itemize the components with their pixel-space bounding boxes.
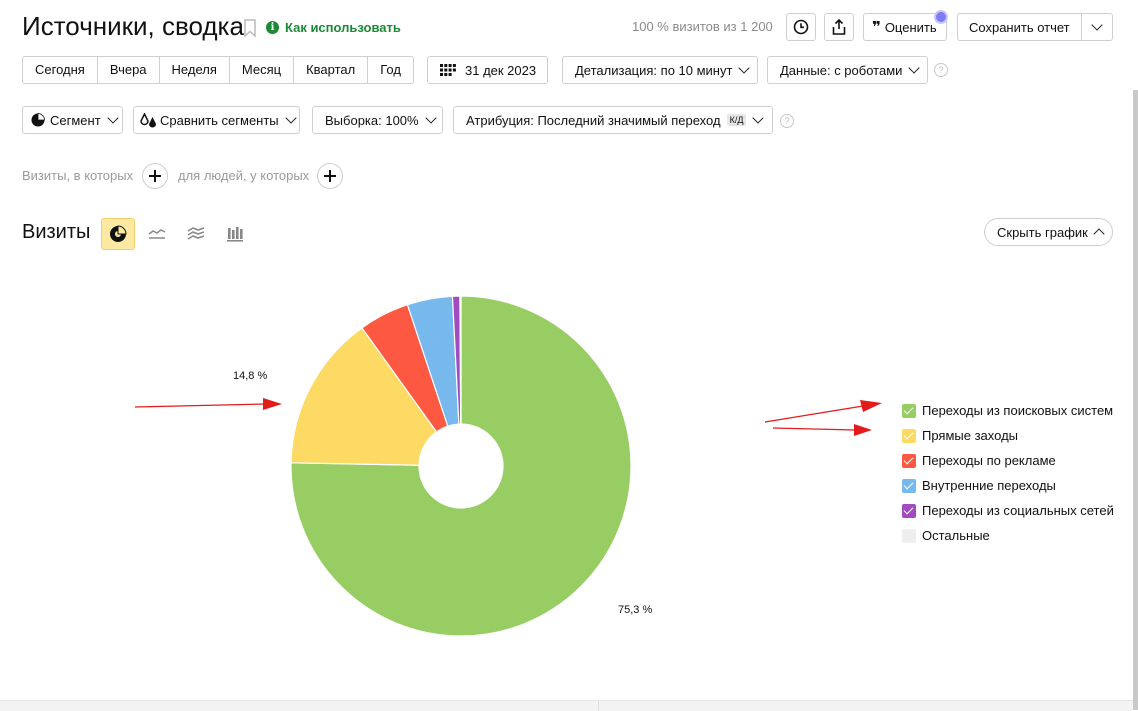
export-button[interactable]: [824, 13, 854, 41]
info-icon: i: [266, 21, 279, 34]
chevron-down-icon: [424, 112, 437, 124]
attribution-dropdown[interactable]: Атрибуция: Последний значимый переход К/…: [453, 106, 773, 134]
legend-item-internal[interactable]: Внутренние переходы: [902, 473, 1114, 498]
checkbox[interactable]: [902, 503, 916, 518]
chart-section-title: Визиты: [22, 221, 91, 243]
how-to-use-label: Как использовать: [285, 20, 401, 35]
pie-chart-button[interactable]: [101, 218, 135, 250]
period-yesterday[interactable]: Вчера: [98, 57, 160, 83]
pie-chart-icon: [110, 225, 127, 242]
people-filter-label: для людей, у которых: [178, 168, 310, 183]
date-label: 31 дек 2023: [465, 62, 537, 78]
calendar-icon: [440, 64, 456, 76]
help-icon[interactable]: ?: [934, 63, 948, 77]
add-people-condition-button[interactable]: [317, 163, 343, 189]
legend-item-search[interactable]: Переходы из поисковых систем: [902, 398, 1114, 423]
area-chart-button[interactable]: [179, 218, 213, 250]
pie-slice-1[interactable]: [290, 327, 438, 466]
data-robots-dropdown[interactable]: Данные: с роботами: [767, 56, 928, 84]
slice-label-search: 75,3 %: [618, 604, 653, 616]
clock-icon: [793, 19, 809, 35]
page-title: Источники, сводка: [22, 11, 244, 41]
attribution-badge: К/Д: [726, 114, 747, 126]
share-icon: [832, 19, 846, 35]
legend-label: Переходы по рекламе: [922, 453, 1056, 468]
checkbox[interactable]: [902, 453, 916, 468]
pie-chart: [290, 295, 632, 637]
compare-segments-dropdown[interactable]: Сравнить сегменты: [133, 106, 300, 134]
legend-item-other[interactable]: Остальные: [902, 523, 1114, 548]
save-report-dropdown[interactable]: [1081, 14, 1112, 40]
legend-label: Переходы из социальных сетей: [922, 503, 1114, 518]
hide-chart-button[interactable]: Скрыть график: [984, 218, 1113, 246]
save-report-group: Сохранить отчет: [957, 13, 1113, 41]
legend-label: Переходы из поисковых систем: [922, 403, 1114, 418]
compare-icon: [140, 112, 156, 127]
scrollbar[interactable]: [1133, 90, 1138, 710]
annotation-arrow: [764, 400, 882, 423]
segment-dropdown[interactable]: Сегмент: [22, 106, 123, 134]
period-month[interactable]: Месяц: [230, 57, 295, 83]
annotation-arrow: [134, 398, 282, 410]
rate-label: Оценить: [884, 19, 937, 35]
visits-filter-label: Визиты, в которых: [22, 168, 134, 183]
segment-icon: [31, 113, 45, 127]
pie-slice-0[interactable]: [290, 295, 632, 637]
sample-label: Выборка: 100%: [325, 112, 419, 128]
chevron-down-icon: [1091, 19, 1103, 31]
chevron-up-icon: [1093, 228, 1105, 240]
line-chart-icon: [148, 229, 166, 239]
chevron-down-icon: [284, 112, 297, 124]
legend-item-direct[interactable]: Прямые заходы: [902, 423, 1114, 448]
period-year[interactable]: Год: [380, 62, 401, 77]
bar-chart-icon: [227, 226, 243, 242]
chevron-down-icon: [752, 112, 765, 124]
history-button[interactable]: [786, 13, 816, 41]
legend-label: Внутренние переходы: [922, 478, 1056, 493]
chevron-down-icon: [738, 62, 751, 74]
footer-strip: [0, 700, 1133, 711]
segment-label: Сегмент: [50, 112, 101, 128]
attribution-label: Атрибуция: Последний значимый переход: [466, 112, 721, 128]
checkbox[interactable]: [902, 478, 916, 493]
help-icon[interactable]: ?: [780, 114, 794, 128]
date-picker-button[interactable]: 31 дек 2023: [427, 56, 548, 84]
annotation-arrow: [772, 424, 872, 436]
chart-legend: Переходы из поисковых систем Прямые захо…: [902, 398, 1114, 548]
checkbox[interactable]: [902, 428, 916, 443]
detail-dropdown[interactable]: Детализация: по 10 минут: [562, 56, 758, 84]
checkbox[interactable]: [902, 403, 916, 418]
period-week[interactable]: Неделя: [160, 57, 230, 83]
area-chart-icon: [187, 227, 205, 240]
add-visit-condition-button[interactable]: [142, 163, 168, 189]
checkbox[interactable]: [902, 528, 916, 543]
line-chart-button[interactable]: [140, 218, 174, 250]
bar-chart-button[interactable]: [218, 218, 252, 250]
period-selector: Сегодня Вчера Неделя Месяц Квартал Год: [22, 56, 414, 84]
rate-button[interactable]: ❞ Оценить: [863, 12, 947, 41]
legend-item-social[interactable]: Переходы из социальных сетей: [902, 498, 1114, 523]
period-today[interactable]: Сегодня: [23, 57, 98, 83]
legend-label: Прямые заходы: [922, 428, 1019, 443]
legend-item-ads[interactable]: Переходы по рекламе: [902, 448, 1114, 473]
slice-label-direct: 14,8 %: [233, 370, 268, 382]
how-to-use-link[interactable]: i Как использовать: [266, 20, 401, 35]
visits-sample-note: 100 % визитов из 1 200: [632, 19, 773, 34]
save-report-button[interactable]: Сохранить отчет: [969, 19, 1070, 35]
hide-chart-label: Скрыть график: [997, 224, 1088, 240]
quote-icon: ❞: [872, 18, 881, 36]
pie-slice-5[interactable]: [459, 295, 462, 425]
legend-label: Остальные: [922, 528, 990, 543]
sample-dropdown[interactable]: Выборка: 100%: [312, 106, 443, 134]
compare-label: Сравнить сегменты: [160, 112, 279, 128]
chevron-down-icon: [908, 62, 921, 74]
notification-dot: [936, 12, 946, 22]
detail-label: Детализация: по 10 минут: [575, 62, 733, 78]
data-label: Данные: с роботами: [780, 62, 903, 78]
period-quarter[interactable]: Квартал: [294, 57, 369, 83]
bookmark-icon[interactable]: [243, 19, 257, 37]
chevron-down-icon: [107, 112, 119, 124]
